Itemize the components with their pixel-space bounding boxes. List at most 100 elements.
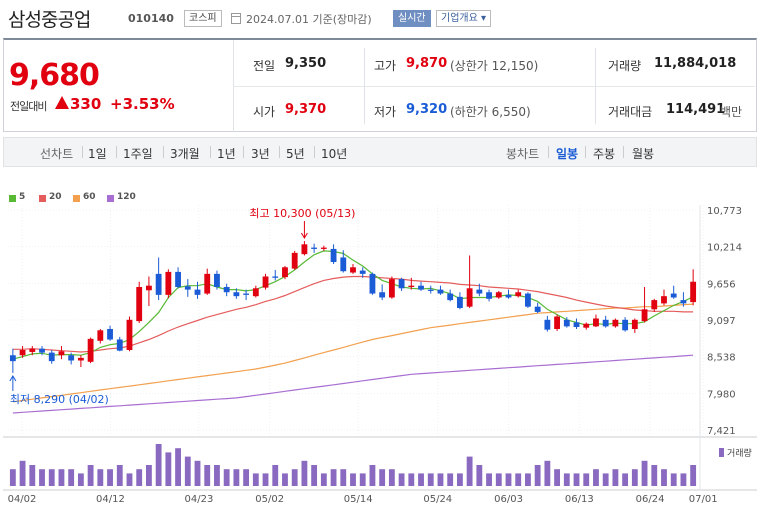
volume-bar [447,473,454,486]
candle-body [175,271,181,287]
period-3y[interactable]: 3년 [251,147,270,161]
stock-code: 010140 [128,12,174,25]
volume-bar [437,473,444,486]
y-tick-label: 7,421 [707,426,736,437]
prev-diff-label: 전일대비 [10,100,47,113]
volume-bar [622,473,629,486]
volume-bar [408,473,415,486]
volume-bar [243,469,250,486]
volume-bar [593,469,599,486]
x-tick-label: 04/02 [8,494,37,505]
candle-body [155,273,162,295]
candle-body [291,252,298,269]
y-tick-label: 9,656 [707,279,736,290]
volume-bar [350,473,356,486]
volume-bar [58,469,65,486]
ma20-line [12,275,694,353]
amount-value: 114,491 [666,102,726,117]
candle-body [456,296,463,308]
x-tick-label: 07/01 [689,494,718,505]
company-name: 삼성중공업 [8,9,91,31]
volume-bar [252,473,259,486]
candle-body [107,328,113,340]
legend-label-ma120: 120 [117,192,136,202]
candle-body [437,289,444,294]
candle-body [525,293,531,307]
candle-body [359,270,366,274]
legend-label-ma60: 60 [83,192,96,202]
candle-chart-label: 봉차트 [506,147,540,161]
period-1y[interactable]: 1년 [217,147,236,161]
candle-body [126,319,133,350]
divider [163,146,164,158]
candle-body [554,316,560,329]
quote-summary-box [3,38,757,132]
volume-bars [9,444,697,486]
volume-bar [631,469,638,486]
candle-body [466,288,473,307]
candle-body [116,339,123,351]
candle-daily[interactable]: 일봉 [556,147,579,161]
candle-body [593,318,599,327]
legend-swatch-ma120 [107,195,114,202]
candle-body [447,293,454,301]
volume-bar [466,456,473,486]
y-tick-label: 8,538 [707,353,736,364]
volume-bar [369,465,376,486]
candle-body [651,300,658,310]
period-3m[interactable]: 3개월 [170,147,200,161]
volume-bar [602,473,609,486]
up-arrow-icon [55,96,69,109]
realtime-button[interactable]: 실시간 [393,10,431,27]
volume-bar [282,473,288,486]
candle-body [311,247,318,249]
legend-label-ma20: 20 [49,192,62,202]
candle-body [398,279,405,289]
volume-bar [107,469,113,486]
volume-bar [495,473,502,486]
volume-bar [116,465,123,486]
volume-bar [330,469,337,486]
amount-unit: 백만 [720,105,743,119]
candle-body [583,323,590,328]
date-text: 2024.07.01 기준(장마감) [246,13,372,26]
volume-bar [48,469,55,486]
low-label: 저가 [374,105,397,119]
calendar-icon [231,13,241,24]
current-price: 9,680 [9,58,100,93]
candle-monthly[interactable]: 월봉 [632,147,655,161]
volume-bar [175,448,181,486]
period-10y[interactable]: 10년 [321,147,348,161]
divider [243,146,244,158]
low-annotation: 최저 8,290 (04/02) [10,393,109,406]
candle-body [301,244,308,255]
price-change: 330 [70,95,102,113]
candle-body [388,279,395,298]
candle-body [418,285,424,290]
period-1w[interactable]: 1주일 [123,147,153,161]
volume-bar [690,465,697,486]
x-tick-label: 04/12 [96,494,125,505]
ma5-line [12,250,694,360]
candle-weekly[interactable]: 주봉 [593,147,616,161]
divider [548,146,549,158]
candle-body [39,348,45,353]
candle-body [194,289,201,295]
volume-bar [146,465,152,486]
volume-bar [155,444,162,486]
high-label: 고가 [374,59,397,73]
volume-bar [262,473,269,486]
volume-bar [68,469,75,486]
corp-info-dropdown[interactable]: 기업개요 ▾ [436,10,491,27]
volume-label: 거래량 [608,59,642,73]
candle-body [408,285,415,287]
period-1d[interactable]: 1일 [88,147,107,161]
candle-body [68,355,75,361]
divider [116,146,117,158]
candle-body [641,309,648,322]
volume-bar [87,465,94,486]
legend-swatch-ma60 [73,195,80,202]
candle-body [476,289,483,294]
period-5y[interactable]: 5년 [286,147,305,161]
